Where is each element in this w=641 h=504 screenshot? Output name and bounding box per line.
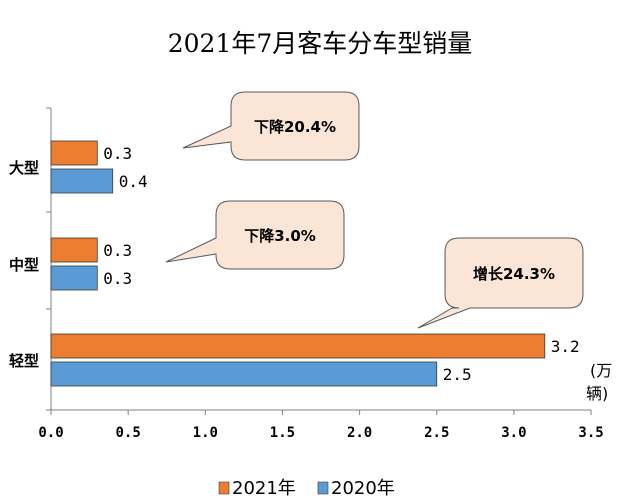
legend-label: 2020年 bbox=[331, 478, 395, 499]
data-label: 2.5 bbox=[443, 365, 472, 384]
bar-2020-0 bbox=[50, 168, 114, 194]
data-label: 0.4 bbox=[119, 172, 148, 191]
x-tick-label: 3.5 bbox=[578, 425, 603, 441]
bar-2021-2 bbox=[50, 333, 546, 359]
callout-2: 增长24.3% bbox=[417, 237, 584, 329]
x-tick-label: 2.5 bbox=[424, 425, 449, 441]
legend-swatch-2021 bbox=[218, 481, 230, 495]
callout-text: 下降3.0% bbox=[244, 227, 316, 245]
plot-area: 0.0 0.5 1.0 1.5 2.0 2.5 3.0 3.5 (万辆) 0.3 0.4 大型 0.3 0… bbox=[9, 107, 612, 441]
legend-swatch-2020 bbox=[317, 481, 329, 495]
bar-2021-0 bbox=[50, 140, 98, 166]
callout-1: 下降3.0% bbox=[165, 200, 345, 270]
callout-bubble bbox=[165, 200, 345, 270]
x-tick-label: 3.0 bbox=[501, 425, 526, 441]
data-label: 0.3 bbox=[103, 144, 132, 163]
bar-2020-2 bbox=[50, 361, 438, 387]
unit-label: 辆) bbox=[586, 384, 608, 403]
bar-2020-1 bbox=[50, 265, 98, 291]
callout-bubble bbox=[182, 91, 360, 161]
x-tick-label: 2.0 bbox=[347, 425, 372, 441]
data-label: 3.2 bbox=[551, 337, 580, 356]
x-tick-label: 1.0 bbox=[193, 425, 218, 441]
unit-label: (万 bbox=[590, 361, 612, 380]
category-label: 大型 bbox=[9, 159, 39, 177]
legend-label: 2021年 bbox=[232, 478, 296, 499]
callout-text: 增长24.3% bbox=[473, 265, 555, 283]
category-label: 轻型 bbox=[9, 352, 39, 370]
legend: 2021年 2020年 bbox=[218, 478, 395, 499]
chart-title: 2021年7月客车分车型销量 bbox=[168, 29, 473, 58]
data-label: 0.3 bbox=[103, 241, 132, 260]
x-tick-label: 1.5 bbox=[270, 425, 295, 441]
bar-2021-1 bbox=[50, 237, 98, 263]
callouts: 下降20.4% 下降3.0% 增长24.3% bbox=[165, 91, 584, 329]
callout-0: 下降20.4% bbox=[182, 91, 360, 161]
x-tick-label: 0.5 bbox=[116, 425, 141, 441]
callout-bubble bbox=[417, 237, 584, 329]
x-tick-label: 0.0 bbox=[38, 425, 63, 441]
data-label: 0.3 bbox=[103, 269, 132, 288]
callout-text: 下降20.4% bbox=[254, 118, 336, 136]
category-label: 中型 bbox=[9, 256, 39, 274]
